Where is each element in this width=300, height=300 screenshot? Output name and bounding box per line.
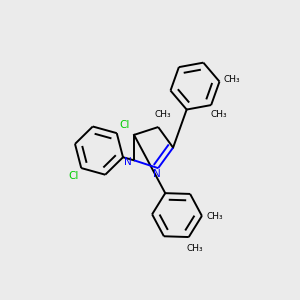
Text: N: N	[153, 169, 160, 179]
Text: CH₃: CH₃	[224, 75, 240, 84]
Text: CH₃: CH₃	[154, 110, 171, 119]
Text: CH₃: CH₃	[206, 212, 223, 221]
Text: CH₃: CH₃	[186, 244, 203, 253]
Text: N: N	[124, 157, 131, 167]
Text: Cl: Cl	[68, 171, 78, 181]
Text: CH₃: CH₃	[211, 110, 228, 119]
Text: Cl: Cl	[120, 120, 130, 130]
